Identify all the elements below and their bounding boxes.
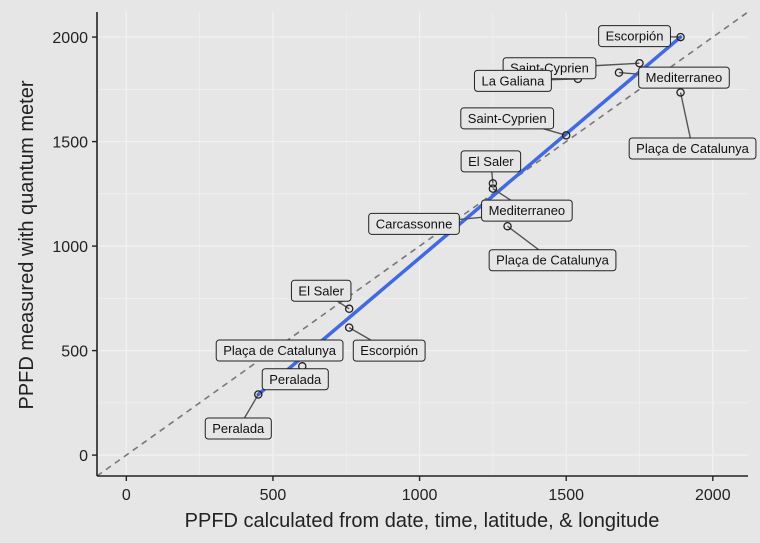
point-label-box	[368, 212, 460, 235]
point-label-text: Plaça de Catalunya	[223, 343, 337, 358]
point-label: Plaça de Catalunya	[215, 339, 344, 362]
point-label-box	[215, 339, 344, 362]
x-tick-label: 500	[260, 487, 287, 504]
point-label-box	[204, 417, 272, 440]
point-label-box	[460, 150, 522, 173]
point-label: Mediterraneo	[481, 199, 573, 222]
point-label-text: Carcassonne	[376, 216, 453, 231]
data-point	[676, 32, 685, 42]
point-label-box	[290, 279, 352, 302]
point-label-box	[261, 368, 329, 391]
point-labels: Escorpión Saint-Cyprien La Galiana Mediterr…	[204, 25, 757, 440]
point-label-text: Plaça de Catalunya	[496, 253, 610, 268]
x-tick-label: 1500	[548, 487, 584, 504]
point-label: Peralada	[204, 417, 272, 440]
y-tick-label: 1000	[52, 239, 88, 256]
point-label-text: El Saler	[298, 283, 344, 298]
label-leader	[243, 394, 259, 419]
y-axis-title: PPFD measured with quantum meter	[16, 80, 38, 409]
point-label-box	[460, 107, 555, 130]
point-label-box	[598, 25, 671, 48]
y-tick-label: 0	[79, 448, 88, 465]
label-leader	[679, 92, 691, 139]
point-label-text: Escorpión	[606, 29, 664, 44]
label-leader	[507, 225, 540, 251]
identity-line	[96, 11, 749, 477]
point-label: Plaça de Catalunya	[628, 137, 757, 160]
x-tick-label: 2000	[695, 487, 731, 504]
point-label-text: La Galiana	[481, 73, 545, 88]
data-point	[344, 323, 354, 332]
point-label-text: El Saler	[468, 154, 514, 169]
y-axis-ticks: 0 500 1000 1500 2000	[52, 30, 97, 465]
x-axis-ticks: 0 500 1000 1500 2000	[122, 476, 731, 504]
fit-line	[256, 35, 683, 397]
label-leader	[491, 171, 494, 184]
point-label: Peralada	[261, 368, 329, 391]
point-label: Saint-Cyprien	[460, 107, 555, 130]
point-label-box	[488, 249, 617, 272]
point-label-text: Peralada	[212, 421, 265, 436]
reference-line	[96, 11, 749, 477]
data-point	[488, 179, 498, 188]
y-tick-label: 1500	[52, 135, 88, 152]
point-label-text: Saint-Cyprien	[468, 111, 547, 126]
y-tick-label: 500	[61, 344, 88, 361]
point-label-text: Mediterraneo	[489, 203, 566, 218]
regression-line	[256, 35, 683, 397]
point-label: Carcassonne	[368, 212, 460, 235]
data-point	[561, 131, 571, 140]
point-label-box	[481, 199, 573, 222]
point-label: La Galiana	[473, 69, 552, 92]
data-point	[635, 58, 644, 68]
point-label-box	[628, 137, 757, 160]
point-label: Escorpión	[352, 339, 426, 362]
label-leader	[595, 62, 640, 67]
x-tick-label: 1000	[402, 487, 438, 504]
point-label: El Saler	[290, 279, 352, 302]
y-tick-label: 2000	[52, 30, 88, 47]
data-point	[676, 88, 685, 97]
point-label-text: Mediterraneo	[646, 70, 723, 85]
label-leader	[337, 300, 350, 310]
data-point	[254, 390, 263, 399]
point-label: El Saler	[460, 150, 522, 173]
point-label: Plaça de Catalunya	[488, 249, 617, 272]
data-point	[614, 68, 624, 77]
point-label-text: Peralada	[269, 372, 322, 387]
x-axis-title: PPFD calculated from date, time, latitud…	[185, 510, 660, 532]
point-label-box	[638, 66, 730, 89]
data-point	[503, 221, 512, 231]
axes	[96, 12, 748, 477]
point-label-box	[473, 69, 552, 92]
data-point	[488, 184, 498, 193]
data-point	[344, 304, 354, 314]
point-label: Escorpión	[598, 25, 671, 48]
point-label: Mediterraneo	[638, 66, 730, 89]
point-label-text: Escorpión	[360, 343, 418, 358]
x-tick-label: 0	[122, 487, 131, 504]
point-label-text: Plaça de Catalunya	[636, 141, 750, 156]
point-label-box	[352, 339, 426, 362]
